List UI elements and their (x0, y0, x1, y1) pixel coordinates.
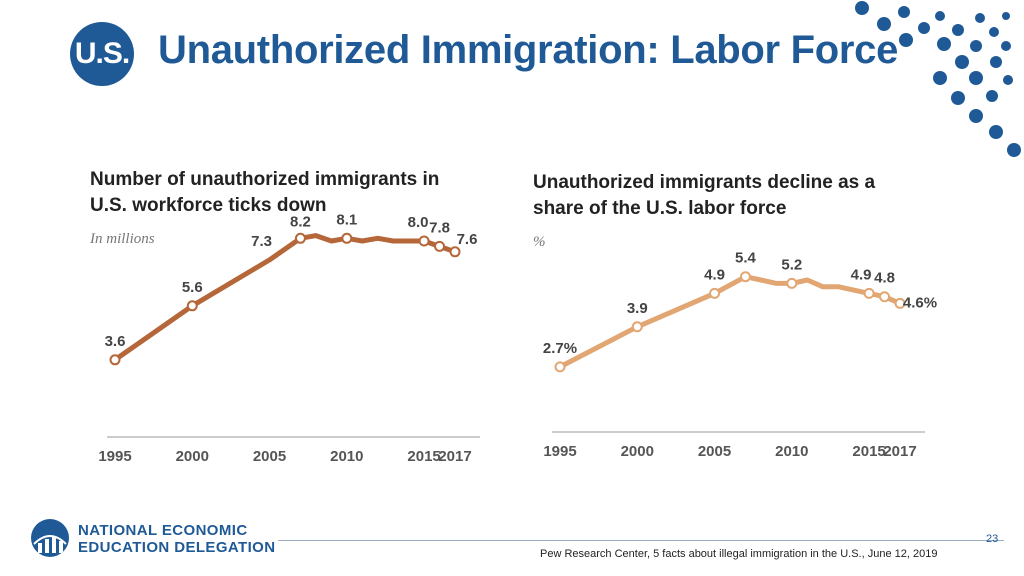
data-point-marker (451, 247, 460, 256)
data-label: 8.1 (336, 211, 357, 228)
x-tick-label: 1995 (98, 448, 131, 465)
x-tick-label: 2015 (852, 443, 885, 460)
series-line (560, 277, 900, 367)
data-label: 7.3 (251, 233, 272, 250)
data-label: 7.8 (429, 219, 450, 236)
data-point-marker (342, 234, 351, 243)
x-tick-label: 2005 (253, 448, 286, 465)
data-label: 7.6 (457, 231, 478, 248)
org-name-line2: EDUCATION DELEGATION (78, 539, 275, 556)
chart-title-line: Number of unauthorized immigrants in (90, 169, 439, 190)
footer-divider (278, 540, 1004, 541)
data-point-marker (188, 301, 197, 310)
data-point-marker (741, 272, 750, 281)
data-point-marker (556, 362, 565, 371)
data-point-marker (710, 289, 719, 298)
x-tick-label: 2005 (698, 443, 731, 460)
source-citation: Pew Research Center, 5 facts about illeg… (540, 548, 937, 560)
x-tick-label: 1995 (543, 443, 576, 460)
series-line (115, 236, 455, 360)
x-tick-label: 2000 (621, 443, 654, 460)
chart-title-line: share of the U.S. labor force (533, 198, 786, 219)
data-point-marker (296, 234, 305, 243)
data-label: 5.6 (182, 279, 203, 296)
x-tick-label: 2000 (176, 448, 209, 465)
data-label: 4.9 (704, 266, 725, 283)
data-label: 8.2 (290, 213, 311, 230)
organization-name: NATIONAL ECONOMIC EDUCATION DELEGATION (78, 522, 275, 556)
data-label: 3.9 (627, 300, 648, 317)
x-tick-label: 2017 (883, 443, 916, 460)
x-tick-label: 2015 (407, 448, 440, 465)
data-label: 4.9 (851, 266, 872, 283)
chart-unauthorized-labor-share: Unauthorized immigrants decline as a shar… (525, 0, 945, 490)
chart-subtitle: In millions (89, 231, 155, 247)
data-label: 4.6% (903, 294, 937, 311)
data-point-marker (865, 289, 874, 298)
x-tick-label: 2017 (438, 448, 471, 465)
data-point-marker (420, 237, 429, 246)
chart-title-line: Unauthorized immigrants decline as a (533, 172, 876, 193)
data-label: 8.0 (408, 214, 429, 231)
data-label: 2.7% (543, 340, 577, 357)
data-point-marker (787, 279, 796, 288)
data-label: 4.8 (874, 270, 895, 287)
data-point-marker (633, 322, 642, 331)
chart-subtitle: % (533, 234, 546, 250)
x-tick-label: 2010 (775, 443, 808, 460)
data-point-marker (880, 292, 889, 301)
data-point-marker (435, 242, 444, 251)
data-label: 3.6 (105, 333, 126, 350)
need-logo-icon (30, 518, 70, 558)
chart-unauthorized-workforce-millions: Number of unauthorized immigrants inU.S.… (80, 0, 500, 490)
data-point-marker (111, 355, 120, 364)
data-label: 5.4 (735, 250, 757, 267)
data-label: 5.2 (781, 256, 802, 273)
x-tick-label: 2010 (330, 448, 363, 465)
org-name-line1: NATIONAL ECONOMIC (78, 522, 275, 539)
page-number: 23 (986, 533, 998, 545)
